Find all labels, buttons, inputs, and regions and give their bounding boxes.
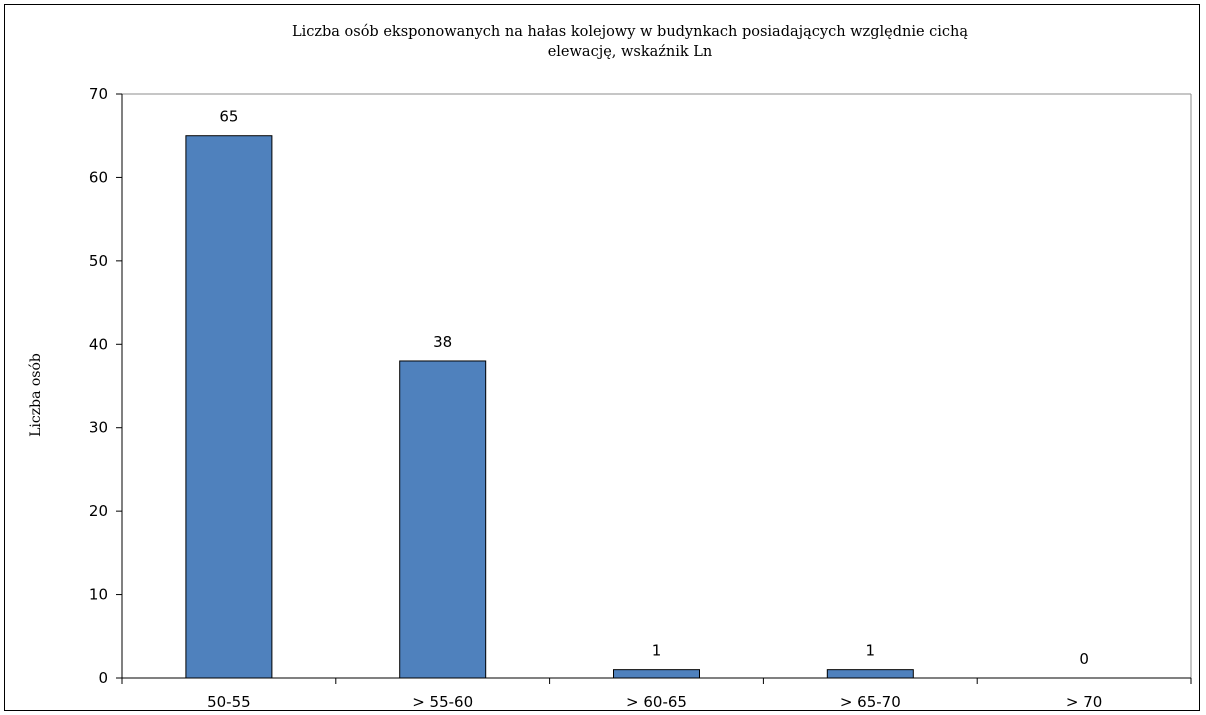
y-tick-label: 10 (89, 586, 108, 604)
y-tick-label: 60 (89, 168, 108, 186)
data-label: 1 (652, 642, 662, 660)
y-tick-label: 70 (89, 85, 108, 103)
bar (613, 669, 700, 679)
data-label: 65 (219, 108, 238, 126)
chart-title-line-2: elewację, wskaźnik Ln (547, 44, 713, 60)
x-tick-label: 50-55 (207, 693, 251, 711)
chart-title: Liczba osób eksponowanych na hałas kolej… (150, 22, 1110, 62)
y-tick-label: 0 (98, 669, 108, 687)
bar (399, 360, 487, 679)
y-tick-label: 30 (89, 419, 108, 437)
y-tick-label: 40 (89, 335, 108, 353)
bar (826, 669, 914, 679)
y-tick-label: 50 (89, 252, 108, 270)
y-tick-label: 20 (89, 502, 108, 520)
x-tick-label: > 65-70 (840, 693, 901, 711)
bar (185, 135, 273, 679)
x-tick-label: > 70 (1066, 693, 1102, 711)
x-tick-label: > 55-60 (412, 693, 473, 711)
x-tick-label: > 60-65 (626, 693, 687, 711)
chart-title-line-1: Liczba osób eksponowanych na hałas kolej… (291, 24, 969, 40)
data-label: 0 (1079, 650, 1089, 668)
y-axis-title: Liczba osób (28, 353, 44, 437)
data-label: 38 (433, 333, 452, 351)
data-label: 1 (866, 642, 876, 660)
